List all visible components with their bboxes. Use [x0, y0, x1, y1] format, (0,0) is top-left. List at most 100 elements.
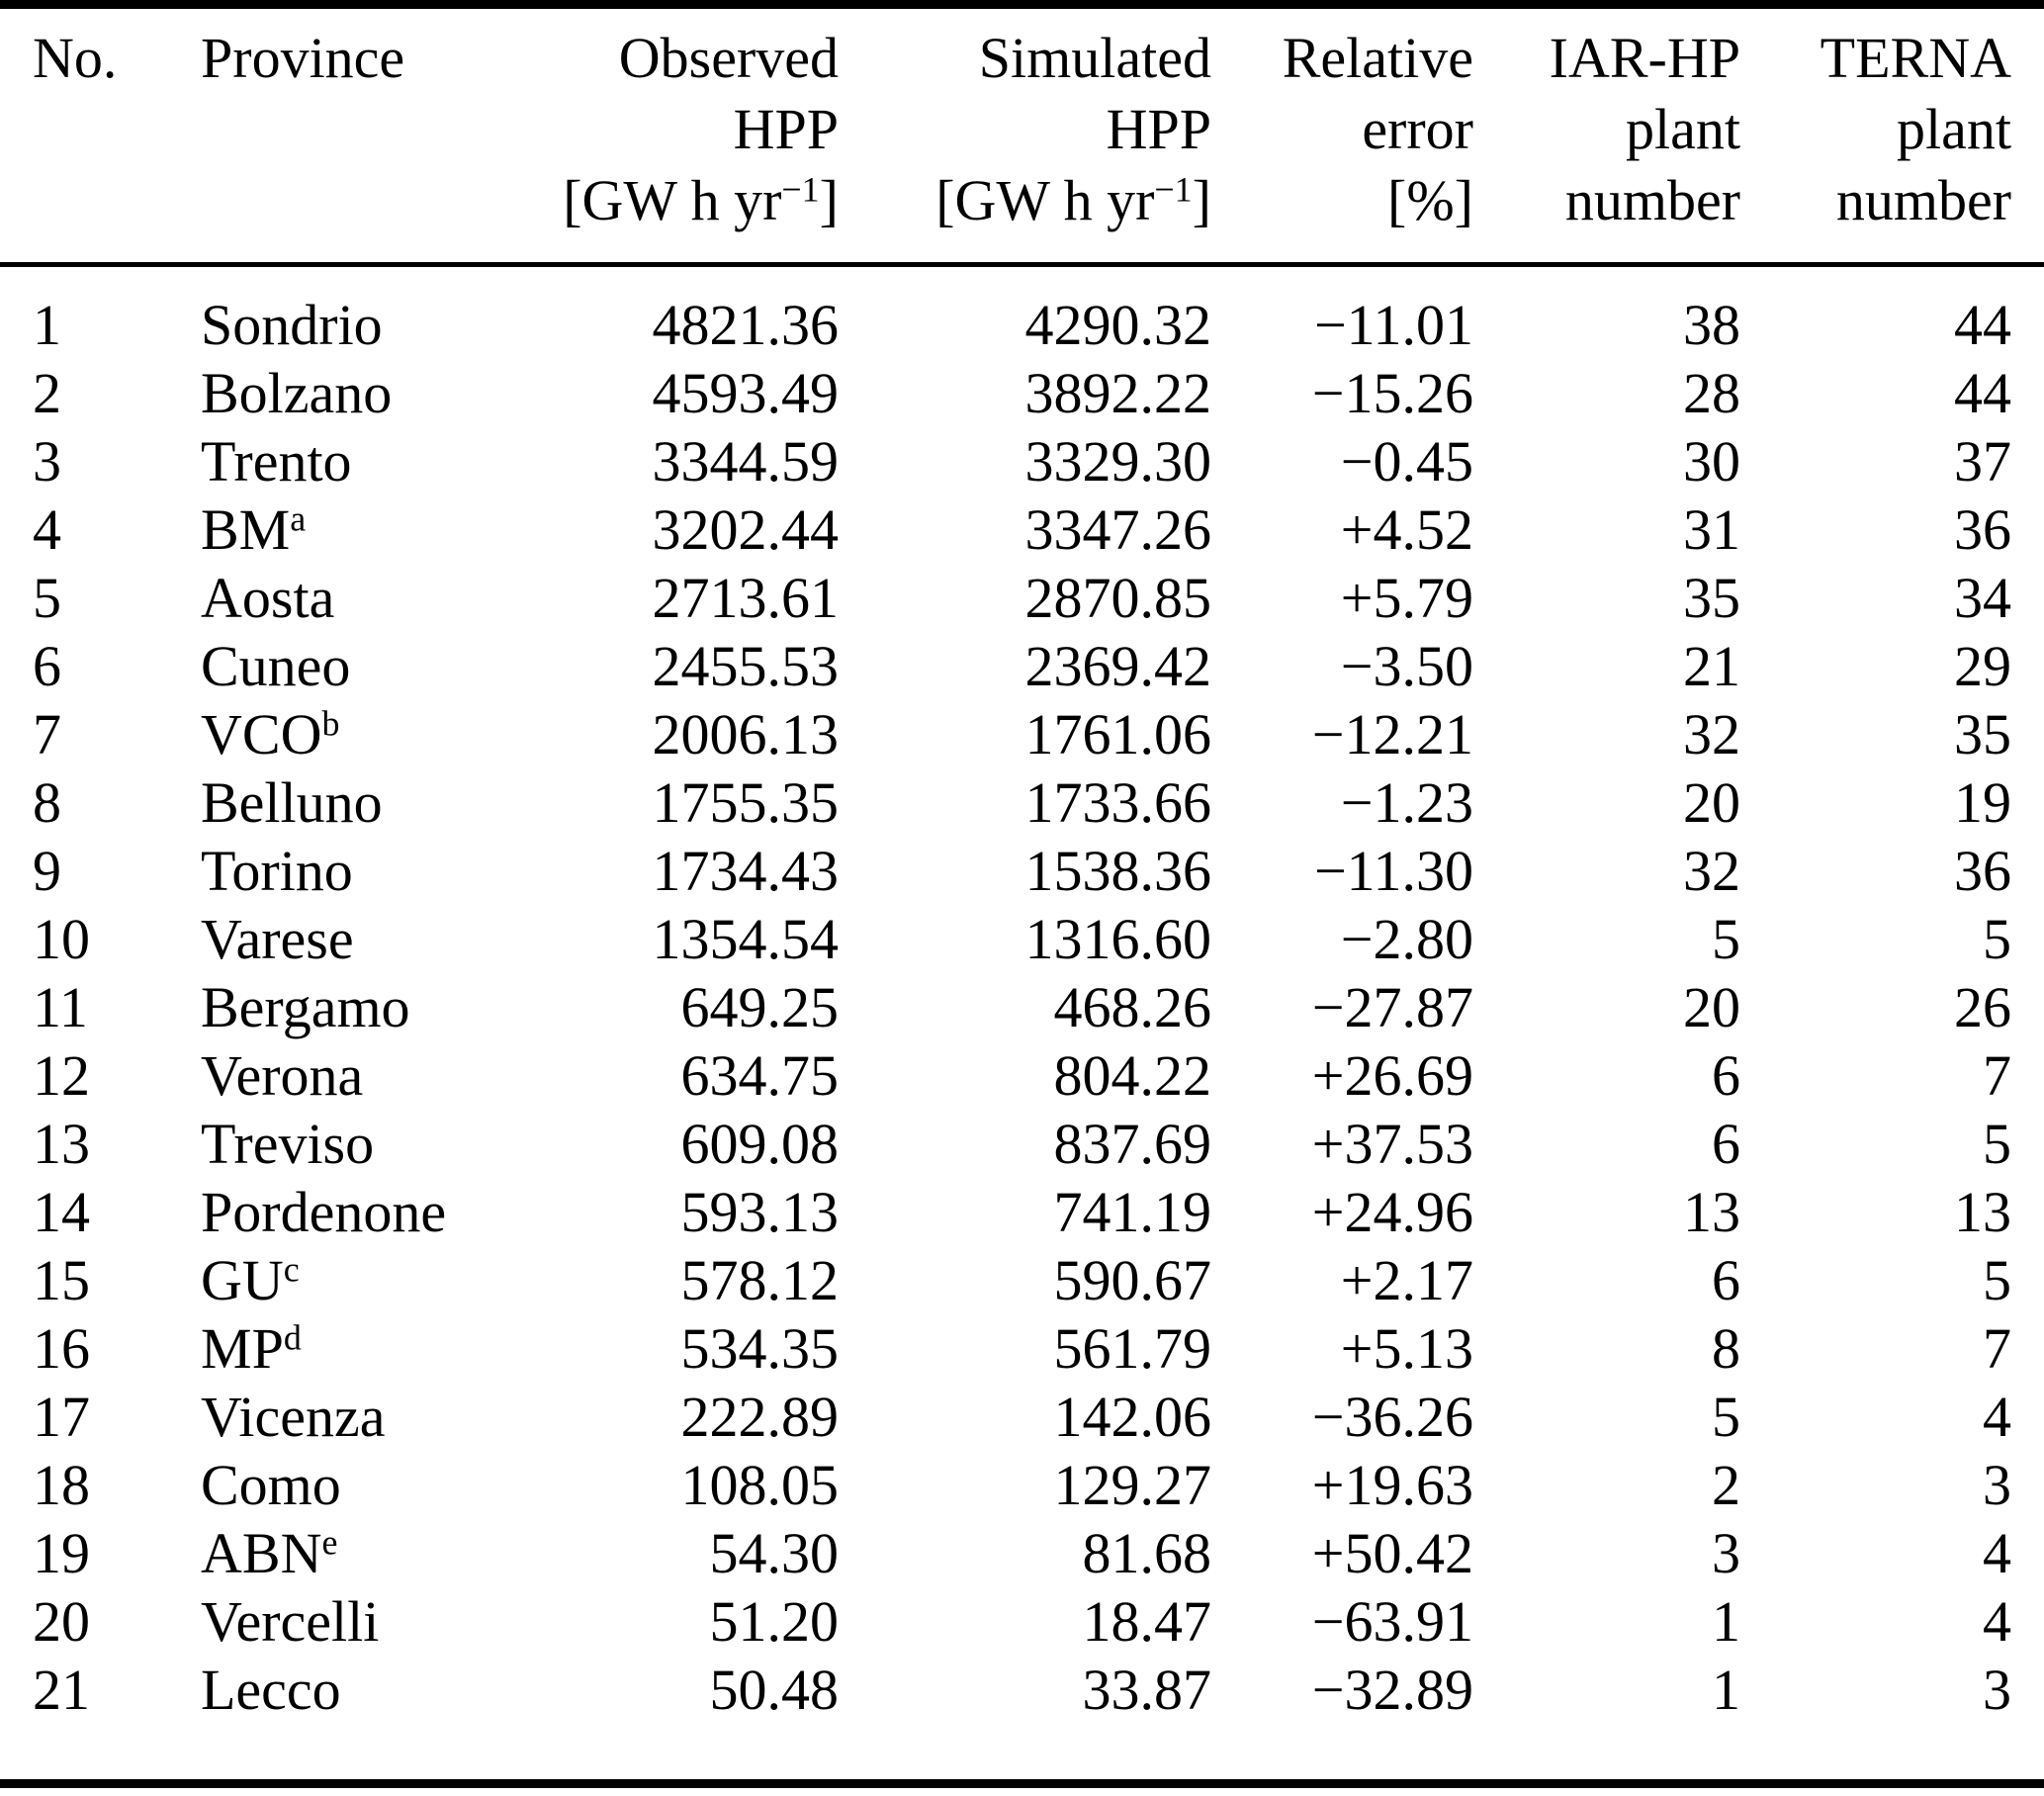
unit-exponent: −1: [781, 169, 820, 210]
header-label: error: [1362, 97, 1473, 161]
cell-terna-plant-number: 5: [1983, 907, 2011, 971]
header-label: Simulated: [978, 26, 1211, 90]
province-name: Bergamo: [201, 975, 410, 1039]
cell-iar-hp-plant-number: 35: [1683, 566, 1740, 630]
header-label: No.: [33, 26, 118, 90]
table-row: 5 Aosta 2713.61 2870.85 +5.79 35 34: [0, 564, 2044, 632]
province-name: Trento: [201, 429, 352, 494]
cell-iar-hp-plant-number: 32: [1683, 839, 1740, 903]
cell-iar-hp-plant-number: 6: [1712, 1043, 1740, 1108]
cell-iar-hp-plant-number: 13: [1683, 1180, 1740, 1244]
cell-observed-hpp: 634.75: [680, 1043, 840, 1108]
cell-simulated-hpp: 1316.60: [1024, 907, 1212, 971]
table-row: 8 Belluno 1755.35 1733.66 −1.23 20 19: [0, 768, 2044, 837]
cell-no: 18: [33, 1453, 90, 1517]
table-row: 15 GUc 578.12 590.67 +2.17 6 5: [0, 1246, 2044, 1314]
cell-relative-error: −1.23: [1340, 770, 1473, 835]
table-row: 4 BMa 3202.44 3347.26 +4.52 31 36: [0, 495, 2044, 564]
cell-province: VCOb: [201, 700, 497, 768]
province-name: Lecco: [201, 1658, 341, 1722]
cell-province: Lecco: [201, 1656, 497, 1784]
cell-province: Como: [201, 1451, 497, 1519]
cell-simulated-hpp: 804.22: [1053, 1043, 1212, 1108]
cell-terna-plant-number: 7: [1983, 1043, 2011, 1108]
header-cell-no: No.: [0, 5, 201, 265]
cell-province: Varese: [201, 905, 497, 973]
cell-observed-hpp: 1734.43: [652, 839, 840, 903]
cell-province: Belluno: [201, 768, 497, 837]
unit-label: ]: [1192, 168, 1211, 232]
cell-observed-hpp: 609.08: [680, 1112, 840, 1176]
cell-simulated-hpp: 3892.22: [1024, 361, 1212, 425]
cell-iar-hp-plant-number: 5: [1712, 1385, 1740, 1449]
table-row: 13 Treviso 609.08 837.69 +37.53 6 5: [0, 1110, 2044, 1178]
province-name: Aosta: [201, 566, 335, 630]
province-name: Como: [201, 1453, 341, 1517]
table-row: 20 Vercelli 51.20 18.47 −63.91 1 4: [0, 1587, 2044, 1656]
header-label: number: [1564, 168, 1740, 232]
table-row: 6 Cuneo 2455.53 2369.42 −3.50 21 29: [0, 632, 2044, 700]
cell-no: 1: [33, 293, 61, 357]
cell-no: 8: [33, 770, 61, 835]
cell-terna-plant-number: 5: [1983, 1112, 2011, 1176]
province-name: Bolzano: [201, 361, 393, 425]
cell-relative-error: −32.89: [1311, 1658, 1473, 1722]
header-cell-iar-hp-plant-number: IAR-HP plant number: [1473, 5, 1740, 265]
table-row: 16 MPd 534.35 561.79 +5.13 8 7: [0, 1314, 2044, 1383]
cell-observed-hpp: 4821.36: [652, 293, 840, 357]
cell-simulated-hpp: 129.27: [1053, 1453, 1212, 1517]
cell-simulated-hpp: 741.19: [1053, 1180, 1212, 1244]
province-name: Varese: [201, 907, 354, 971]
cell-no: 7: [33, 702, 61, 766]
cell-terna-plant-number: 34: [1954, 566, 2011, 630]
cell-relative-error: −2.80: [1340, 907, 1473, 971]
cell-relative-error: −63.91: [1311, 1589, 1473, 1654]
province-name: Verona: [201, 1043, 364, 1108]
cell-relative-error: −0.45: [1340, 429, 1473, 494]
cell-terna-plant-number: 13: [1954, 1180, 2011, 1244]
cell-observed-hpp: 51.20: [709, 1589, 840, 1654]
cell-observed-hpp: 50.48: [709, 1658, 840, 1722]
cell-relative-error: +4.52: [1340, 497, 1473, 562]
cell-no: 13: [33, 1112, 90, 1176]
cell-simulated-hpp: 3347.26: [1024, 497, 1212, 562]
cell-no: 19: [33, 1521, 90, 1585]
cell-province: ABNe: [201, 1519, 497, 1587]
cell-no: 9: [33, 839, 61, 903]
province-name: BM: [201, 497, 291, 562]
cell-province: Cuneo: [201, 632, 497, 700]
cell-terna-plant-number: 36: [1954, 839, 2011, 903]
cell-iar-hp-plant-number: 6: [1712, 1248, 1740, 1312]
cell-no: 2: [33, 361, 61, 425]
header-cell-relative-error: Relative error [%]: [1211, 5, 1473, 265]
cell-observed-hpp: 2455.53: [652, 634, 840, 698]
cell-relative-error: +37.53: [1311, 1112, 1473, 1176]
cell-terna-plant-number: 29: [1954, 634, 2011, 698]
province-name: MP: [201, 1316, 284, 1381]
header-label: TERNA: [1820, 26, 2011, 90]
cell-observed-hpp: 578.12: [680, 1248, 840, 1312]
cell-observed-hpp: 54.30: [709, 1521, 840, 1585]
table-row: 9 Torino 1734.43 1538.36 −11.30 32 36: [0, 837, 2044, 905]
cell-terna-plant-number: 3: [1983, 1453, 2011, 1517]
province-name: Pordenone: [201, 1180, 447, 1244]
cell-terna-plant-number: 36: [1954, 497, 2011, 562]
header-cell-observed-hpp: Observed HPP [GW h yr−1]: [497, 5, 839, 265]
cell-simulated-hpp: 2870.85: [1024, 566, 1212, 630]
cell-iar-hp-plant-number: 6: [1712, 1112, 1740, 1176]
cell-observed-hpp: 649.25: [680, 975, 840, 1039]
cell-province: GUc: [201, 1246, 497, 1314]
table-row: 1 Sondrio 4821.36 4290.32 −11.01 38 44: [0, 265, 2044, 360]
cell-terna-plant-number: 19: [1954, 770, 2011, 835]
cell-iar-hp-plant-number: 20: [1683, 770, 1740, 835]
cell-simulated-hpp: 18.47: [1082, 1589, 1212, 1654]
cell-no: 4: [33, 497, 61, 562]
cell-no: 16: [33, 1316, 90, 1381]
header-label: Relative: [1282, 26, 1473, 90]
table-row: 2 Bolzano 4593.49 3892.22 −15.26 28 44: [0, 359, 2044, 427]
cell-province: Bolzano: [201, 359, 497, 427]
header-cell-simulated-hpp: Simulated HPP [GW h yr−1]: [839, 5, 1211, 265]
cell-relative-error: −12.21: [1311, 702, 1473, 766]
unit-exponent: −1: [1154, 169, 1193, 210]
